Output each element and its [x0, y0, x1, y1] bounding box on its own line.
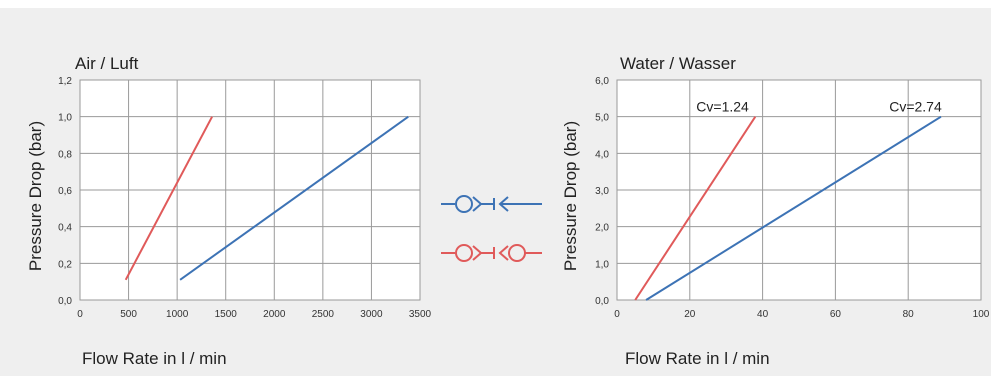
left-series-line-red	[124, 116, 213, 281]
right-ytick-label: 6,0	[595, 76, 609, 87]
right-chart-ylabel: Pressure Drop (bar)	[561, 121, 580, 271]
right-ytick-label: 1,0	[595, 259, 609, 270]
right-xtick-label: 80	[903, 309, 915, 320]
right-chart-xlabel: Flow Rate in l / min	[625, 349, 770, 368]
left-xtick-label: 0	[77, 309, 83, 320]
left-xtick-label: 1000	[166, 309, 189, 320]
right-annotation-label: Cv=1.24	[696, 99, 749, 115]
left-ytick-label: 0,2	[58, 259, 72, 270]
left-plot: 0 500 1000 1500 2000 2500 3000 3500 0,0 0,2 0,4 0,6…	[58, 76, 431, 320]
left-ytick-label: 1,2	[58, 76, 72, 87]
left-xtick-label: 3500	[409, 309, 432, 320]
right-xtick-label: 20	[684, 309, 696, 320]
right-xtick-label: 60	[830, 309, 842, 320]
left-ytick-label: 1,0	[58, 113, 72, 124]
right-plot: 0 20 40 60 80 100 0,0 1,0 2,0 3,0 4,0 5,0 6,0 Cv=1.24…	[595, 76, 990, 320]
right-xtick-label: 40	[757, 309, 769, 320]
left-chart-xlabel: Flow Rate in l / min	[82, 349, 227, 368]
right-series-line-red	[634, 116, 757, 301]
left-ytick-label: 0,0	[58, 296, 72, 307]
right-ytick-label: 0,0	[595, 296, 609, 307]
legend-red-coupling-icon	[441, 244, 542, 262]
right-ytick-label: 2,0	[595, 223, 609, 234]
right-xtick-label: 100	[973, 309, 990, 320]
right-xtick-label: 0	[614, 309, 620, 320]
left-xtick-label: 1500	[215, 309, 238, 320]
chart-canvas: Air / Luft Flow Rate in l / min Pressure…	[26, 54, 990, 368]
left-ytick-label: 0,8	[58, 149, 72, 160]
right-annotation-label: Cv=2.74	[889, 99, 942, 115]
left-ytick-label: 0,4	[58, 223, 72, 234]
left-series-line-blue	[179, 115, 409, 281]
left-xtick-label: 2500	[312, 309, 335, 320]
left-xtick-label: 2000	[263, 309, 286, 320]
legend-blue-coupling-icon	[441, 195, 542, 213]
right-ytick-label: 4,0	[595, 149, 609, 160]
left-xtick-label: 3000	[360, 309, 383, 320]
left-chart-ylabel: Pressure Drop (bar)	[26, 121, 45, 271]
right-chart-title: Water / Wasser	[620, 54, 736, 73]
left-ytick-label: 0,6	[58, 186, 72, 197]
right-series-line-blue	[645, 115, 942, 301]
left-chart-title: Air / Luft	[75, 54, 139, 73]
left-xtick-label: 500	[120, 309, 137, 320]
right-ytick-label: 3,0	[595, 186, 609, 197]
right-ytick-label: 5,0	[595, 113, 609, 124]
